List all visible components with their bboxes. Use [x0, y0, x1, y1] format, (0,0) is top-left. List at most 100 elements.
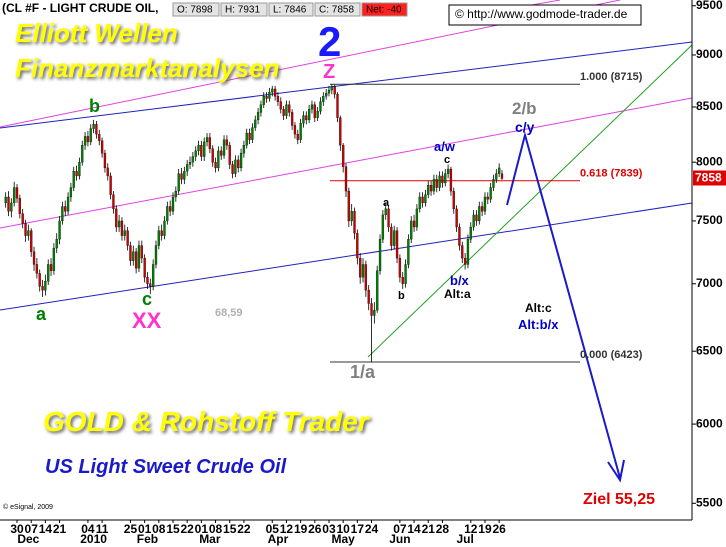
y-tick-label: 8000 — [696, 154, 723, 168]
candle-body — [461, 245, 464, 259]
candle-body — [203, 141, 206, 157]
candle-body — [483, 196, 487, 212]
candle-body — [302, 115, 305, 124]
candle-body — [92, 124, 95, 129]
candle-body — [381, 214, 385, 240]
month-label: Feb — [137, 532, 158, 546]
y-tick-label: 5500 — [696, 495, 723, 509]
channel-line — [0, 202, 693, 311]
candle-body — [435, 179, 438, 188]
candle-body — [259, 104, 263, 113]
candle-body — [290, 112, 294, 126]
annotation: Z — [323, 61, 335, 83]
candle-body — [480, 206, 484, 212]
high-value: H: 7931 — [225, 5, 260, 16]
candle-body — [78, 162, 81, 177]
candle-body — [208, 137, 212, 149]
candle-body — [424, 194, 427, 204]
header-box — [0, 0, 172, 17]
annotation: b — [89, 96, 100, 116]
candle-body — [410, 220, 413, 240]
candle-body — [140, 245, 143, 259]
candle-body — [83, 136, 87, 146]
candle-body — [177, 173, 180, 192]
month-label: Jul — [456, 532, 473, 546]
candle-body — [180, 173, 183, 180]
candle-body — [81, 145, 84, 163]
annotation: a — [383, 197, 390, 209]
candle-body — [478, 206, 481, 222]
y-tick-label: 6500 — [696, 343, 723, 357]
candle-body — [152, 264, 155, 287]
x-tick-label: 21 — [422, 522, 436, 536]
candle-body — [316, 111, 319, 118]
annotation: Ziel 55,25 — [583, 491, 655, 508]
x-tick-label: 14 — [407, 522, 421, 536]
x-tick-label: 15 — [166, 522, 180, 536]
candle-body — [327, 89, 331, 94]
y-tick-label: 9000 — [696, 47, 723, 61]
candle-body — [146, 277, 149, 284]
candle-body — [373, 309, 376, 316]
plot-area — [4, 83, 580, 363]
candle-body — [237, 159, 240, 169]
candle-body — [350, 211, 353, 222]
candle-body — [38, 273, 41, 287]
y-tick-label: 7000 — [696, 276, 723, 290]
annotation: b/x — [450, 273, 470, 288]
candle-body — [378, 239, 382, 271]
candle-body — [217, 150, 220, 169]
candle-body — [115, 208, 118, 228]
annotation: 68,59 — [215, 307, 243, 319]
candle-body — [395, 230, 399, 259]
candle-body — [262, 96, 265, 105]
candle-body — [276, 96, 280, 102]
candle-body — [500, 173, 504, 179]
projection-arrowhead — [607, 459, 625, 483]
candle-body — [282, 108, 285, 116]
y-tick-label: 7500 — [696, 213, 723, 227]
x-tick-label: 08 — [152, 522, 166, 536]
candle-body — [183, 171, 186, 180]
symbol: (CL #F - LIGHT CRUDE OIL, — [2, 1, 158, 15]
candle-body — [390, 226, 393, 246]
month-label: Dec — [17, 532, 39, 546]
candle-body — [157, 230, 160, 246]
month-label: Apr — [268, 532, 289, 546]
candle-body — [305, 115, 308, 121]
candle-body — [120, 220, 124, 236]
low-value: L: 7846 — [273, 5, 307, 16]
annotation: Alt:c — [525, 301, 552, 315]
month-label: May — [331, 532, 355, 546]
open-value: O: 7898 — [177, 5, 213, 16]
candle-body — [214, 162, 217, 169]
x-tick-label: 30 — [10, 522, 24, 536]
trend-lines — [0, 0, 693, 358]
x-tick-label: 12 — [464, 522, 478, 536]
candle-body — [472, 214, 475, 228]
month-label: 2010 — [80, 532, 107, 546]
candle-body — [186, 164, 189, 172]
candle-body — [44, 280, 47, 291]
candle-body — [35, 264, 39, 274]
annotation: b — [398, 290, 405, 302]
candle-body — [469, 226, 472, 240]
annotation: US Light Sweet Crude Oil — [45, 456, 287, 478]
candle-body — [72, 171, 75, 188]
x-tick-label: 14 — [39, 522, 53, 536]
annotation: 2 — [318, 18, 341, 65]
x-tick-label: 26 — [308, 522, 322, 536]
candle-body — [361, 264, 365, 278]
candle-body — [194, 150, 197, 157]
x-tick-label: 26 — [492, 522, 506, 536]
candle-body — [188, 162, 192, 165]
candle-body — [149, 283, 152, 287]
candle-body — [30, 230, 33, 252]
candle-body — [441, 175, 444, 184]
candle-body — [307, 108, 311, 121]
candle-body — [200, 145, 203, 157]
candle-body — [129, 245, 132, 261]
candle-body — [24, 223, 27, 236]
channel-line — [0, 41, 693, 129]
